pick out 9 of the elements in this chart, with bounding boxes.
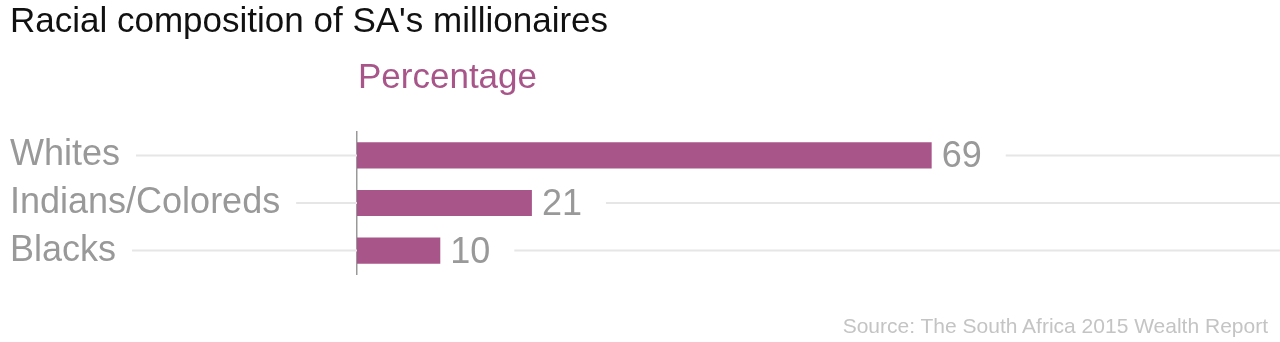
data-label: 10 bbox=[450, 229, 491, 271]
y-tick-label: Blacks bbox=[10, 227, 117, 269]
chart-title: Racial composition of SA's millionaires bbox=[10, 0, 609, 40]
data-label: 69 bbox=[941, 134, 982, 176]
data-label: 21 bbox=[541, 181, 582, 223]
y-tick-label: Whites bbox=[10, 132, 121, 174]
y-tick-label: Indians/Coloreds bbox=[10, 179, 281, 221]
source-note: Source: The South Africa 2015 Wealth Report bbox=[842, 314, 1268, 338]
x-axis-title: Percentage bbox=[358, 56, 538, 96]
